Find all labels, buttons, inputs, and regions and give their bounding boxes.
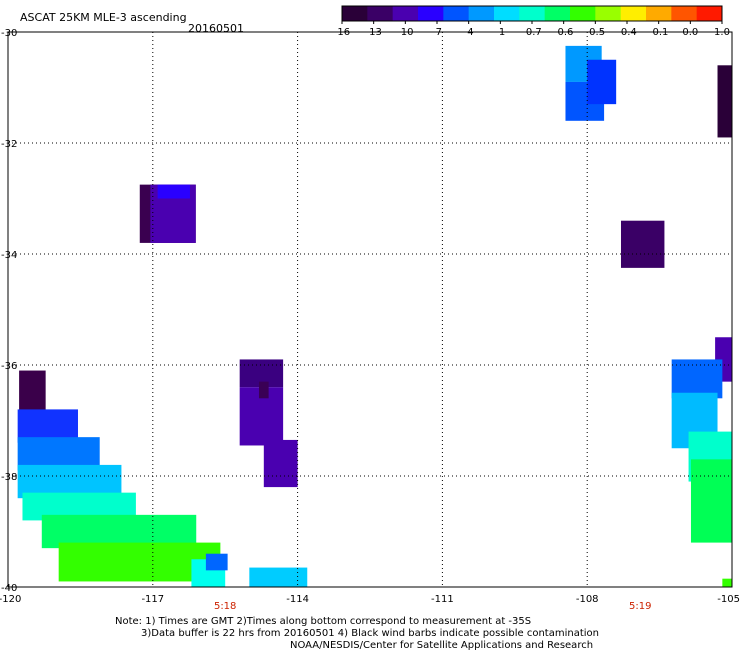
colorbar-swatch bbox=[519, 6, 546, 21]
colorbar-swatch bbox=[468, 6, 495, 21]
swath-cell bbox=[258, 381, 269, 399]
swath-cell bbox=[690, 459, 732, 543]
colorbar-swatch bbox=[392, 6, 419, 21]
swath-cells bbox=[17, 45, 732, 587]
lat-label: -30 bbox=[1, 28, 17, 39]
colorbar-swatch bbox=[620, 6, 647, 21]
lon-label: -114 bbox=[286, 594, 309, 605]
colorbar-swatch bbox=[443, 6, 470, 21]
map-title: ASCAT 25KM MLE-3 ascending bbox=[20, 11, 187, 24]
time-label: 5:19 bbox=[629, 601, 651, 612]
time-labels: 5:18 5:19 bbox=[214, 601, 652, 612]
graticule bbox=[8, 32, 732, 587]
lon-label: -105 bbox=[717, 594, 740, 605]
swath-cell bbox=[722, 578, 732, 587]
colorbar-swatch bbox=[494, 6, 520, 21]
swath-cell bbox=[249, 567, 308, 587]
swath-cell bbox=[157, 184, 190, 199]
note-line-2: 3)Data buffer is 22 hrs from 20160501 4)… bbox=[141, 628, 599, 639]
lat-label: -32 bbox=[1, 139, 17, 150]
swath-cell bbox=[620, 220, 665, 268]
note-line-1: Note: 1) Times are GMT 2)Times along bot… bbox=[115, 616, 531, 627]
swath-cell bbox=[717, 65, 732, 138]
lat-label: -40 bbox=[1, 583, 17, 594]
longitude-labels: -120 -117 -114 -111 -108 -105 bbox=[0, 594, 740, 605]
swath-cell bbox=[671, 359, 723, 399]
colorbar-swatch bbox=[696, 6, 723, 21]
swath-cell bbox=[263, 439, 298, 488]
colorbar-swatch bbox=[570, 6, 596, 21]
colorbar-swatch bbox=[544, 6, 571, 21]
plot-frame bbox=[7, 31, 733, 588]
plot-area bbox=[7, 31, 733, 588]
colorbar-swatch bbox=[367, 6, 394, 21]
map-date: 20160501 bbox=[188, 22, 244, 35]
colorbar-swatch bbox=[646, 6, 672, 21]
lat-label: -38 bbox=[1, 472, 17, 483]
colorbar-swatch bbox=[342, 6, 368, 21]
lon-label: -120 bbox=[0, 594, 21, 605]
lon-label: -117 bbox=[141, 594, 164, 605]
lat-label: -36 bbox=[1, 361, 17, 372]
colorbar-swatch bbox=[671, 6, 698, 21]
latitude-labels: -30 -32 -34 -36 -38 -40 bbox=[1, 28, 17, 594]
note-line-3: NOAA/NESDIS/Center for Satellite Applica… bbox=[290, 640, 593, 650]
colorbar-swatch bbox=[418, 6, 444, 21]
swath-cell bbox=[205, 553, 228, 571]
lon-label: -111 bbox=[431, 594, 454, 605]
time-label: 5:18 bbox=[214, 601, 236, 612]
lon-label: -108 bbox=[576, 594, 599, 605]
lat-label: -34 bbox=[1, 250, 17, 261]
colorbar-swatch bbox=[595, 6, 622, 21]
colorbar: -16 -13 -10 -7 -4 -1 -0.7 -0.6 -0.5 -0.4 -0.1 0.0 1.… bbox=[334, 5, 730, 38]
swath-cell bbox=[587, 59, 617, 105]
